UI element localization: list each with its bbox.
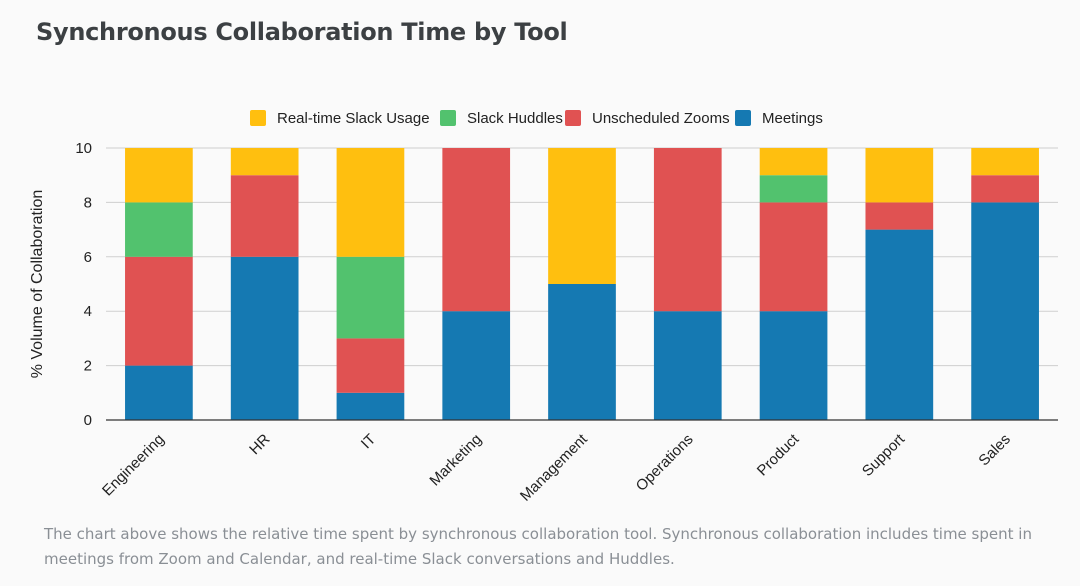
bar-segment-unscheduled-zooms xyxy=(653,148,722,312)
x-category-label: HR xyxy=(246,431,273,458)
x-category-label: IT xyxy=(358,431,379,452)
chart-legend: Real-time Slack Usage Slack Huddles Unsche… xyxy=(250,110,823,127)
x-category-label: Sales xyxy=(975,431,1014,470)
page-title: Synchronous Collaboration Time by Tool xyxy=(36,18,568,46)
legend-label: Meetings xyxy=(762,110,823,127)
legend-swatch xyxy=(565,110,581,126)
y-tick-label: 10 xyxy=(75,140,92,157)
legend-label: Real-time Slack Usage xyxy=(277,110,430,127)
bar-segment-unscheduled-zooms xyxy=(865,202,934,230)
bar-segment-meetings xyxy=(336,392,405,420)
x-category-label: Support xyxy=(859,430,909,480)
bar-segment-unscheduled-zooms xyxy=(230,175,299,257)
x-category-label: Engineering xyxy=(99,431,168,500)
bar-segment-real-time-slack-usage xyxy=(336,148,405,257)
x-category-label: Management xyxy=(517,430,592,505)
bar-segment-slack-huddles xyxy=(759,175,828,203)
y-axis-title: % Volume of Collaboration xyxy=(29,190,46,379)
legend-swatch xyxy=(250,110,266,126)
bar-segment-meetings xyxy=(442,311,511,420)
chart-bars xyxy=(125,148,1039,420)
bar-segment-meetings xyxy=(230,256,299,420)
y-tick-label: 0 xyxy=(84,412,92,429)
bar-segment-real-time-slack-usage xyxy=(759,148,828,176)
legend-swatch xyxy=(735,110,751,126)
stacked-bar-chart: Real-time Slack Usage Slack Huddles Unsche… xyxy=(29,110,1058,505)
bar-segment-meetings xyxy=(971,202,1039,420)
bar-segment-real-time-slack-usage xyxy=(230,148,299,176)
x-category-label: Marketing xyxy=(426,431,485,490)
legend-label: Unscheduled Zooms xyxy=(592,110,730,127)
bar-segment-meetings xyxy=(759,311,828,420)
legend-swatch xyxy=(440,110,456,126)
bar-segment-meetings xyxy=(865,229,934,420)
x-category-label: Operations xyxy=(633,431,697,495)
bar-segment-real-time-slack-usage xyxy=(971,148,1039,176)
x-category-label: Product xyxy=(754,430,803,479)
y-tick-label: 8 xyxy=(84,194,92,211)
y-tick-label: 6 xyxy=(84,249,92,266)
bar-segment-meetings xyxy=(653,311,722,420)
bar-segment-slack-huddles xyxy=(336,256,405,339)
bar-segment-unscheduled-zooms xyxy=(442,148,511,312)
bar-segment-unscheduled-zooms xyxy=(336,338,405,393)
bar-segment-meetings xyxy=(125,365,193,420)
legend-label: Slack Huddles xyxy=(467,110,563,127)
bar-segment-real-time-slack-usage xyxy=(548,148,616,284)
bar-segment-slack-huddles xyxy=(125,202,193,257)
bar-segment-unscheduled-zooms xyxy=(759,202,828,312)
bar-segment-unscheduled-zooms xyxy=(125,256,193,366)
y-tick-label: 4 xyxy=(84,303,92,320)
bar-segment-meetings xyxy=(548,284,616,420)
bar-segment-unscheduled-zooms xyxy=(971,175,1039,203)
y-tick-label: 2 xyxy=(84,358,92,375)
chart-caption: The chart above shows the relative time … xyxy=(44,525,1032,568)
bar-segment-real-time-slack-usage xyxy=(125,148,193,203)
bar-segment-real-time-slack-usage xyxy=(865,148,934,203)
